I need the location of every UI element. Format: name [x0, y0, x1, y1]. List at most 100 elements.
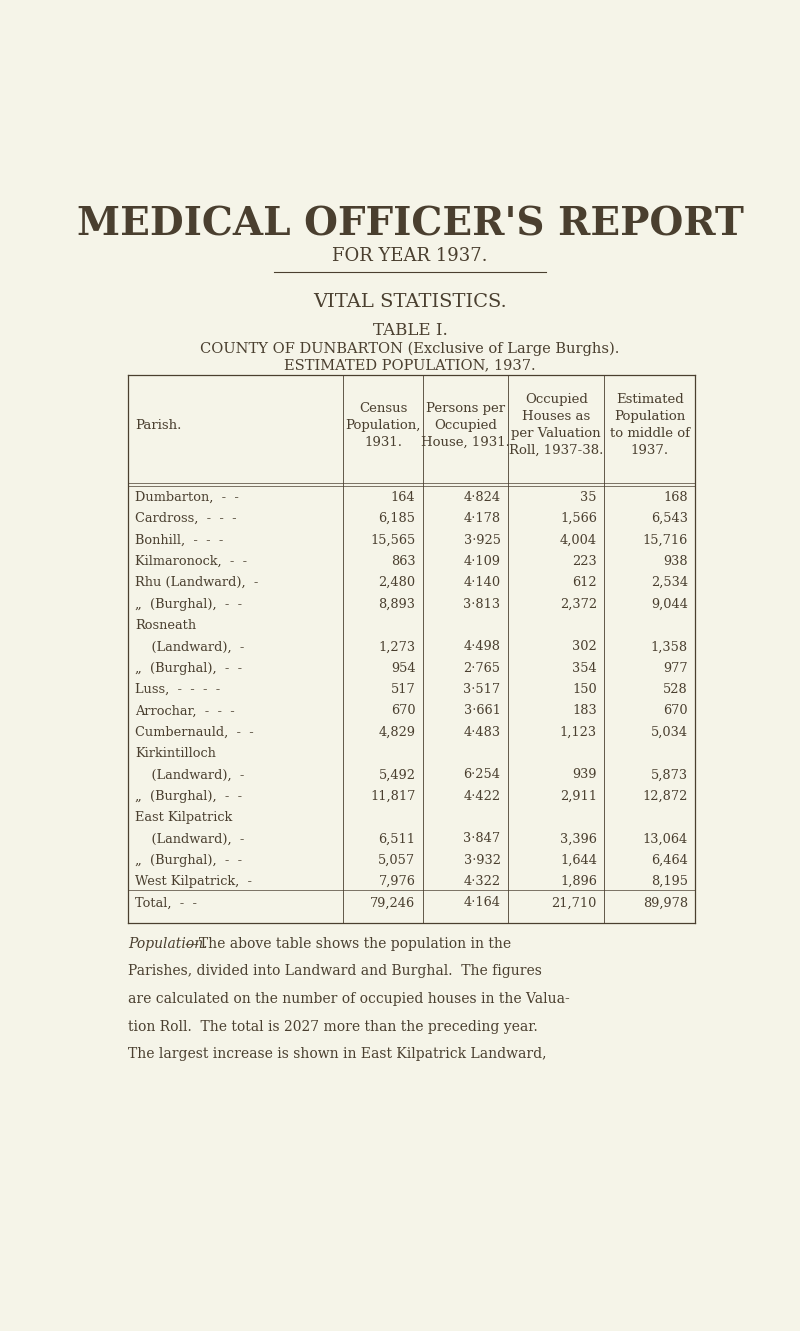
Text: 1,273: 1,273	[378, 640, 415, 654]
Text: 8,195: 8,195	[650, 874, 688, 888]
Text: 1,644: 1,644	[560, 853, 597, 866]
Text: 9,044: 9,044	[650, 598, 688, 611]
Text: 4,004: 4,004	[560, 534, 597, 547]
Text: (Landward),  -: (Landward), -	[135, 768, 245, 781]
Text: 11,817: 11,817	[370, 789, 415, 803]
Text: 938: 938	[663, 555, 688, 568]
Text: tion Roll.  The total is 2027 more than the preceding year.: tion Roll. The total is 2027 more than t…	[128, 1020, 538, 1034]
Text: 12,872: 12,872	[642, 789, 688, 803]
Text: 4·140: 4·140	[463, 576, 501, 590]
Text: (Landward),  -: (Landward), -	[135, 640, 245, 654]
Text: Cumbernauld,  -  -: Cumbernauld, - -	[135, 725, 254, 739]
Text: 1,123: 1,123	[560, 725, 597, 739]
Text: 5,057: 5,057	[378, 853, 415, 866]
Text: 6,464: 6,464	[651, 853, 688, 866]
Text: 4·164: 4·164	[463, 897, 501, 909]
Text: 6,543: 6,543	[650, 512, 688, 526]
Text: 302: 302	[572, 640, 597, 654]
Text: 3,396: 3,396	[560, 832, 597, 845]
Text: 3·517: 3·517	[463, 683, 501, 696]
Text: Bonhill,  -  -  -: Bonhill, - - -	[135, 534, 224, 547]
Text: 528: 528	[663, 683, 688, 696]
Text: MEDICAL OFFICER'S REPORT: MEDICAL OFFICER'S REPORT	[77, 206, 743, 244]
Text: 863: 863	[391, 555, 415, 568]
Text: 164: 164	[391, 491, 415, 504]
Text: 1,566: 1,566	[560, 512, 597, 526]
Text: 223: 223	[572, 555, 597, 568]
Text: Occupied
Houses as
per Valuation
Roll, 1937-38.: Occupied Houses as per Valuation Roll, 1…	[509, 393, 603, 457]
Text: The largest increase is shown in East Kilpatrick Landward,: The largest increase is shown in East Ki…	[128, 1047, 546, 1061]
Text: 3·925: 3·925	[463, 534, 501, 547]
Text: 2,372: 2,372	[560, 598, 597, 611]
Text: 2,480: 2,480	[378, 576, 415, 590]
Text: 3·932: 3·932	[463, 853, 501, 866]
Text: Cardross,  -  -  -: Cardross, - - -	[135, 512, 237, 526]
Text: 939: 939	[573, 768, 597, 781]
Text: 150: 150	[572, 683, 597, 696]
Text: Kilmaronock,  -  -: Kilmaronock, - -	[135, 555, 247, 568]
Text: 15,565: 15,565	[370, 534, 415, 547]
Text: 5,492: 5,492	[378, 768, 415, 781]
Text: East Kilpatrick: East Kilpatrick	[135, 811, 233, 824]
Text: Estimated
Population
to middle of
1937.: Estimated Population to middle of 1937.	[610, 393, 690, 457]
Text: Parishes, divided into Landward and Burghal.  The figures: Parishes, divided into Landward and Burg…	[128, 964, 542, 978]
Text: 670: 670	[391, 704, 415, 717]
Text: West Kilpatrick,  -: West Kilpatrick, -	[135, 874, 252, 888]
Text: Census
Population,
1931.: Census Population, 1931.	[346, 402, 421, 449]
Text: 79,246: 79,246	[370, 897, 415, 909]
Text: Arrochar,  -  -  -: Arrochar, - - -	[135, 704, 235, 717]
Text: 4,829: 4,829	[378, 725, 415, 739]
Text: Population.: Population.	[128, 937, 207, 950]
Text: 4·824: 4·824	[463, 491, 501, 504]
Text: VITAL STATISTICS.: VITAL STATISTICS.	[313, 293, 507, 311]
Text: 3·847: 3·847	[463, 832, 501, 845]
Text: Luss,  -  -  -  -: Luss, - - - -	[135, 683, 221, 696]
Text: „  (Burghal),  -  -: „ (Burghal), - -	[135, 853, 242, 866]
Text: 4·109: 4·109	[463, 555, 501, 568]
Text: Rhu (Landward),  -: Rhu (Landward), -	[135, 576, 258, 590]
Text: 4·422: 4·422	[463, 789, 501, 803]
Text: 354: 354	[572, 662, 597, 675]
Text: 6·254: 6·254	[463, 768, 501, 781]
Text: 2,911: 2,911	[560, 789, 597, 803]
Text: 954: 954	[391, 662, 415, 675]
Text: 5,873: 5,873	[650, 768, 688, 781]
Text: COUNTY OF DUNBARTON (Exclusive of Large Burghs).: COUNTY OF DUNBARTON (Exclusive of Large …	[200, 341, 620, 355]
Text: 4·483: 4·483	[463, 725, 501, 739]
Text: „  (Burghal),  -  -: „ (Burghal), - -	[135, 598, 242, 611]
Text: are calculated on the number of occupied houses in the Valua-: are calculated on the number of occupied…	[128, 992, 570, 1006]
Text: 4·322: 4·322	[463, 874, 501, 888]
Text: 5,034: 5,034	[650, 725, 688, 739]
Text: 21,710: 21,710	[552, 897, 597, 909]
Text: 612: 612	[572, 576, 597, 590]
Text: 4·178: 4·178	[463, 512, 501, 526]
Text: 89,978: 89,978	[642, 897, 688, 909]
Text: —The above table shows the population in the: —The above table shows the population in…	[185, 937, 511, 950]
Text: 6,511: 6,511	[378, 832, 415, 845]
Text: 1,358: 1,358	[650, 640, 688, 654]
Text: Total,  -  -: Total, - -	[135, 897, 198, 909]
Text: 2·765: 2·765	[463, 662, 501, 675]
Text: 3·661: 3·661	[464, 704, 501, 717]
Text: 3·813: 3·813	[463, 598, 501, 611]
Text: 168: 168	[663, 491, 688, 504]
Text: 8,893: 8,893	[378, 598, 415, 611]
Text: Kirkintilloch: Kirkintilloch	[135, 747, 216, 760]
Text: 13,064: 13,064	[642, 832, 688, 845]
Text: 7,976: 7,976	[378, 874, 415, 888]
Text: 4·498: 4·498	[463, 640, 501, 654]
Text: TABLE I.: TABLE I.	[373, 322, 447, 338]
Text: 6,185: 6,185	[378, 512, 415, 526]
Text: 15,716: 15,716	[642, 534, 688, 547]
Text: 1,896: 1,896	[560, 874, 597, 888]
Text: 183: 183	[572, 704, 597, 717]
Text: FOR YEAR 1937.: FOR YEAR 1937.	[332, 246, 488, 265]
Text: „  (Burghal),  -  -: „ (Burghal), - -	[135, 789, 242, 803]
Text: 2,534: 2,534	[650, 576, 688, 590]
Text: Persons per
Occupied
House, 1931.: Persons per Occupied House, 1931.	[421, 402, 510, 449]
Text: Rosneath: Rosneath	[135, 619, 197, 632]
Text: 670: 670	[663, 704, 688, 717]
Text: 35: 35	[581, 491, 597, 504]
Text: 517: 517	[390, 683, 415, 696]
Text: „  (Burghal),  -  -: „ (Burghal), - -	[135, 662, 242, 675]
